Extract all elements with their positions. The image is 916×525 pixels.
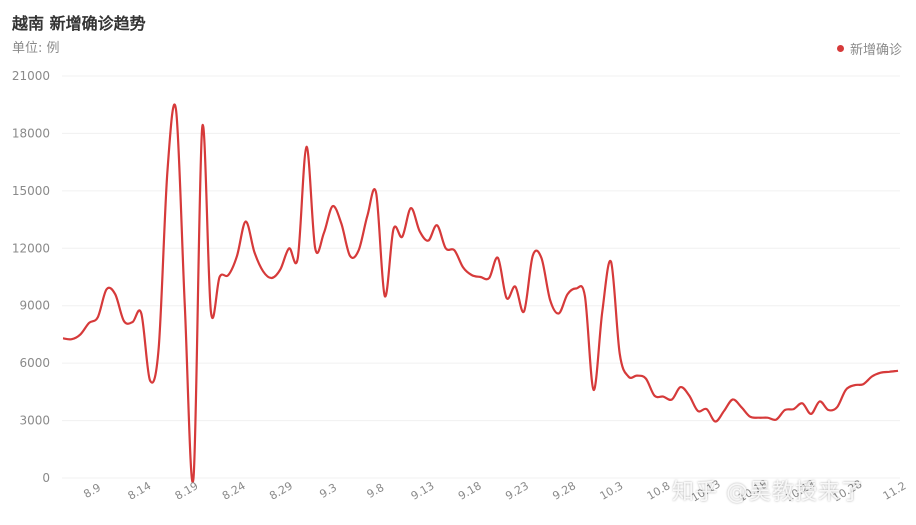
- y-tick-label: 15000: [12, 184, 50, 198]
- x-tick-label: 11.2: [881, 479, 909, 503]
- watermark: 知乎 @吴教授来了: [672, 480, 864, 505]
- x-tick-label: 9.28: [550, 479, 578, 503]
- chart-legend[interactable]: 新增确诊: [836, 39, 902, 58]
- x-tick-label: 10.3: [598, 479, 626, 503]
- legend-label: 新增确诊: [849, 43, 902, 58]
- series-line: [62, 103, 899, 483]
- x-tick-label: 9.18: [456, 479, 484, 503]
- y-tick-label: 21000: [12, 69, 50, 83]
- chart-title: 越南 新增确诊趋势: [12, 14, 146, 33]
- x-tick-label: 10.8: [645, 479, 673, 503]
- x-tick-label: 9.13: [409, 479, 437, 503]
- x-tick-label: 9.23: [503, 479, 531, 503]
- y-tick-label: 3000: [19, 414, 50, 428]
- y-tick-label: 9000: [19, 299, 50, 313]
- y-tick-label: 6000: [19, 356, 50, 370]
- y-tick-label: 12000: [12, 241, 50, 255]
- y-tick-label: 0: [42, 471, 50, 485]
- y-tick-label: 18000: [12, 126, 50, 140]
- x-tick-label: 9.3: [317, 481, 339, 501]
- x-tick-label: 8.9: [81, 481, 103, 501]
- x-tick-label: 8.14: [126, 479, 154, 503]
- x-tick-label: 9.8: [365, 481, 387, 501]
- x-tick-label: 8.19: [173, 479, 201, 503]
- chart-subtitle: 单位: 例: [12, 41, 60, 56]
- x-tick-label: 8.29: [267, 479, 295, 503]
- legend-marker: [836, 45, 844, 52]
- x-tick-label: 8.24: [220, 479, 248, 503]
